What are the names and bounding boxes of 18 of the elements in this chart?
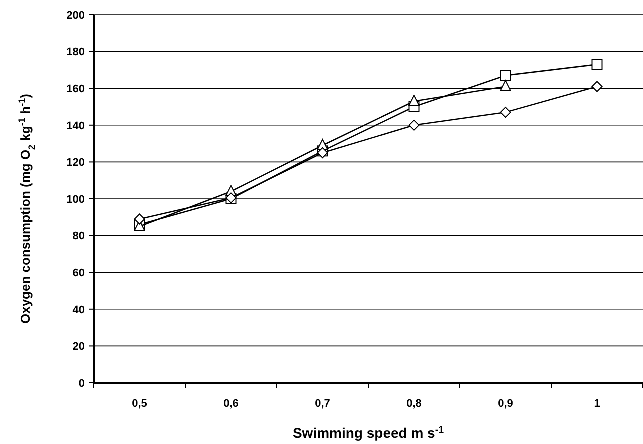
y-tick-label: 100 [66, 194, 85, 206]
y-tick-label: 180 [66, 46, 85, 59]
x-tick-label: 1 [594, 398, 600, 410]
y-tick-label: 40 [72, 304, 85, 316]
y-tick-label: 60 [72, 267, 85, 280]
x-tick-label: 0,9 [498, 398, 514, 410]
x-tick-label: 0,7 [315, 398, 330, 410]
x-tick-label: 0,5 [132, 398, 148, 410]
y-tick-label: 140 [66, 120, 85, 132]
x-tick-label: 0,8 [406, 398, 422, 410]
x-axis-title: Swimming speed m s$^{-1}$ [292, 424, 445, 441]
y-tick-label: 120 [66, 157, 85, 170]
y-tick-label: 20 [72, 341, 85, 354]
y-tick-label: 160 [66, 83, 85, 96]
x-tick-label: 0,6 [224, 398, 239, 410]
y-tick-label: 200 [66, 10, 85, 22]
y-tick-label: 80 [72, 230, 85, 243]
y-tick-label: 0 [78, 378, 85, 390]
